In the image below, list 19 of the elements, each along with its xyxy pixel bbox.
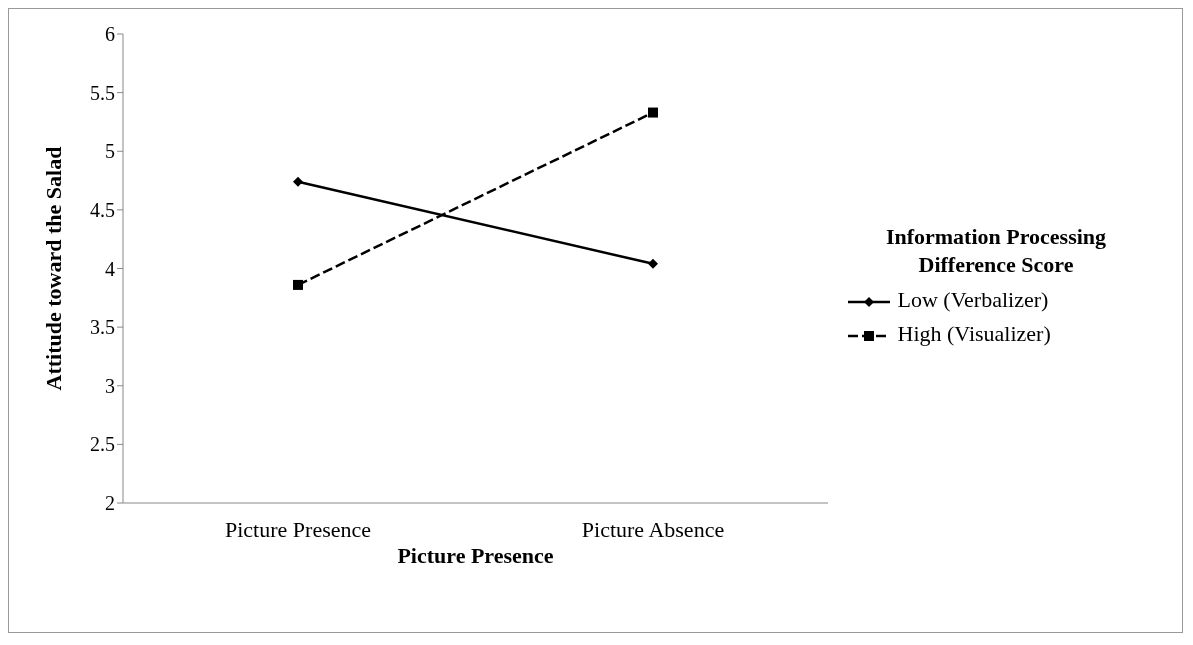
y-axis-title: Attitude toward the Salad bbox=[40, 146, 66, 391]
y-tick-label: 3 bbox=[105, 374, 115, 397]
point bbox=[293, 176, 303, 187]
y-tick-label: 2.5 bbox=[90, 433, 115, 456]
y-tick-label: 5 bbox=[105, 140, 115, 163]
y-tick-label: 3.5 bbox=[90, 316, 115, 339]
y-tick-label: 4.5 bbox=[90, 198, 115, 221]
y-tick-label: 2 bbox=[105, 492, 115, 515]
x-tick-label: Picture Absence bbox=[581, 516, 725, 542]
y-tick-label: 4 bbox=[105, 257, 115, 280]
legend-label: Low (Verbalizer) bbox=[897, 287, 1049, 312]
x-axis-title: Picture Presence bbox=[397, 543, 554, 568]
legend-title: Information Processing Difference Score bbox=[884, 223, 1108, 279]
point bbox=[293, 279, 303, 290]
y-tick-label: 6 bbox=[105, 23, 115, 46]
legend-label: High (Visualizer) bbox=[897, 321, 1051, 346]
point bbox=[648, 258, 658, 269]
point bbox=[648, 107, 658, 118]
y-tick-label: 5.5 bbox=[90, 81, 115, 104]
